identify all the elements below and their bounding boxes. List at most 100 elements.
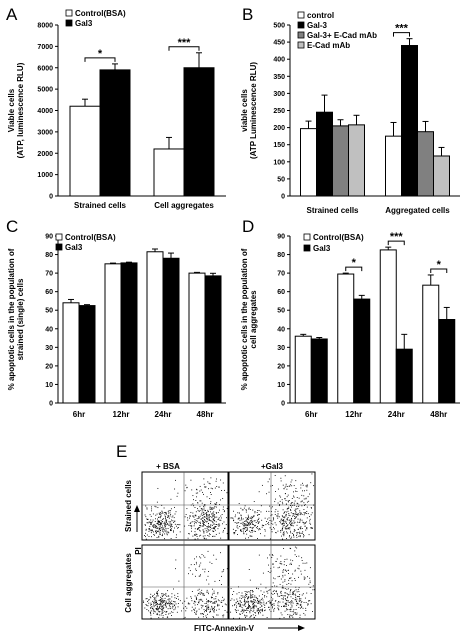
flow-dot bbox=[194, 600, 195, 602]
flow-dot bbox=[295, 511, 297, 513]
flow-dot bbox=[200, 604, 202, 606]
flow-dot bbox=[224, 528, 225, 530]
flow-dot bbox=[301, 528, 303, 529]
flow-dot bbox=[248, 606, 250, 608]
flow-dot bbox=[282, 531, 284, 533]
flow-dot bbox=[190, 479, 192, 481]
flow-dot bbox=[295, 608, 297, 610]
flow-dot bbox=[297, 528, 299, 530]
flow-dot bbox=[159, 532, 161, 534]
y-tick-label: 40 bbox=[277, 326, 285, 333]
flow-dot bbox=[277, 488, 279, 490]
flow-dot bbox=[194, 538, 196, 540]
flow-dot bbox=[213, 518, 215, 520]
flow-dot bbox=[196, 528, 198, 530]
flow-dot bbox=[293, 533, 295, 535]
flow-dot bbox=[279, 575, 280, 577]
flow-dot bbox=[214, 602, 216, 604]
flow-dot bbox=[177, 603, 179, 605]
flow-dot bbox=[299, 510, 301, 512]
flow-dot bbox=[205, 608, 207, 610]
flow-dot bbox=[304, 522, 306, 524]
flow-dot bbox=[160, 603, 162, 605]
flow-dot bbox=[212, 535, 214, 537]
flow-dot bbox=[172, 531, 174, 533]
flow-dot bbox=[161, 527, 163, 529]
flow-dot bbox=[246, 595, 248, 597]
flow-dot bbox=[247, 607, 249, 609]
flow-dot bbox=[301, 594, 303, 596]
flow-dot bbox=[281, 515, 283, 517]
flow-dot bbox=[283, 512, 285, 513]
flow-dot bbox=[271, 557, 273, 558]
flow-dot bbox=[258, 554, 260, 556]
flow-dot bbox=[214, 609, 215, 611]
flow-dot bbox=[199, 526, 201, 528]
flow-dot bbox=[203, 519, 205, 521]
flow-dot bbox=[285, 569, 287, 571]
flow-dot bbox=[290, 525, 292, 527]
flow-dot bbox=[262, 524, 264, 526]
flow-dot bbox=[252, 527, 254, 529]
flow-dot bbox=[168, 603, 170, 605]
flow-dot bbox=[214, 606, 216, 608]
flow-dot bbox=[206, 591, 208, 593]
flow-dot bbox=[312, 585, 314, 587]
flow-dot bbox=[233, 532, 235, 534]
flow-dot bbox=[158, 607, 160, 609]
flow-dot bbox=[257, 513, 259, 515]
flow-dot bbox=[250, 597, 252, 599]
y-tick-label: 70 bbox=[45, 271, 53, 278]
flow-dot bbox=[161, 529, 163, 531]
flow-dot bbox=[307, 603, 309, 605]
flow-dot bbox=[208, 482, 210, 484]
flow-dot bbox=[238, 605, 240, 607]
flow-dot bbox=[251, 530, 252, 531]
flow-dot bbox=[203, 505, 204, 507]
flow-dot bbox=[221, 600, 223, 602]
flow-dot bbox=[302, 562, 304, 564]
flow-dot bbox=[246, 602, 248, 603]
flow-dot bbox=[252, 522, 254, 524]
flow-dot bbox=[274, 474, 276, 476]
flow-dot bbox=[188, 533, 190, 535]
flow-dot bbox=[213, 531, 215, 533]
flow-dot bbox=[202, 613, 204, 614]
flow-dot bbox=[196, 598, 198, 600]
flow-dot bbox=[213, 523, 215, 525]
flow-dot bbox=[174, 527, 175, 529]
flow-dot bbox=[285, 523, 287, 524]
flow-dot bbox=[165, 592, 167, 594]
flow-dot bbox=[154, 602, 156, 604]
flow-dot bbox=[283, 564, 285, 566]
flow-dot bbox=[283, 522, 285, 524]
flow-dot bbox=[282, 587, 284, 589]
flow-dot bbox=[293, 502, 295, 504]
flow-dot bbox=[154, 527, 156, 529]
flow-dot bbox=[240, 606, 242, 608]
flow-dot bbox=[311, 611, 313, 613]
flow-dot bbox=[187, 519, 189, 521]
flow-dot bbox=[294, 579, 296, 581]
flow-dot bbox=[310, 507, 312, 509]
flow-dot bbox=[158, 531, 160, 533]
flow-dot bbox=[167, 602, 169, 604]
flow-dot bbox=[213, 592, 215, 594]
flow-dot bbox=[296, 598, 298, 600]
flow-dot bbox=[251, 519, 253, 521]
flow-dot bbox=[290, 503, 292, 504]
flow-dot bbox=[194, 528, 196, 530]
flow-dot bbox=[303, 502, 305, 504]
flow-dot bbox=[269, 602, 271, 604]
flow-dot bbox=[168, 521, 170, 523]
flow-dot bbox=[297, 595, 298, 597]
flow-dot bbox=[230, 599, 232, 601]
flow-dot bbox=[156, 592, 158, 594]
flow-dot bbox=[274, 578, 276, 580]
y-tick-label: 80 bbox=[277, 252, 285, 259]
flow-dot bbox=[150, 593, 152, 595]
flow-dot bbox=[284, 559, 286, 560]
flow-dot bbox=[240, 604, 242, 606]
flow-dot bbox=[290, 577, 292, 579]
flow-dot bbox=[171, 615, 172, 616]
